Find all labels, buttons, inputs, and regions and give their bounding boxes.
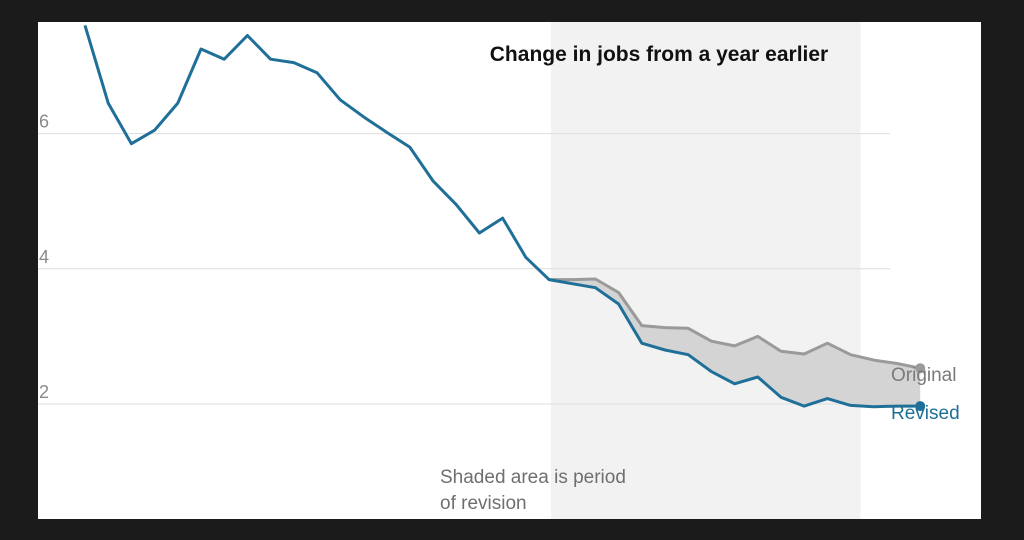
grid-lines <box>38 133 890 405</box>
y-tick-label: 6 <box>39 112 49 132</box>
annotation-line-2: of revision <box>440 493 527 514</box>
y-axis-tick-labels: 2 4 6 <box>39 112 49 402</box>
y-tick-label: 2 <box>39 382 49 402</box>
series-label-revised: Revised <box>891 403 960 424</box>
series-line-revised <box>83 24 921 409</box>
revision-period-shading <box>551 22 861 519</box>
series-endpoint-original <box>915 363 926 374</box>
chart-panel: 2 4 6 Change in jobs from a year earlier O… <box>38 22 981 519</box>
series-endpoint-revised <box>915 401 926 412</box>
y-tick-label: 4 <box>39 247 49 267</box>
series-label-original: Original <box>891 365 956 386</box>
jobs-line-chart: 2 4 6 Change in jobs from a year earlier O… <box>38 22 960 519</box>
series-line-original <box>549 277 921 370</box>
chart-title: Change in jobs from a year earlier <box>490 43 828 66</box>
annotation-line-1: Shaded area is period <box>440 467 626 488</box>
revision-difference-band <box>549 279 921 407</box>
